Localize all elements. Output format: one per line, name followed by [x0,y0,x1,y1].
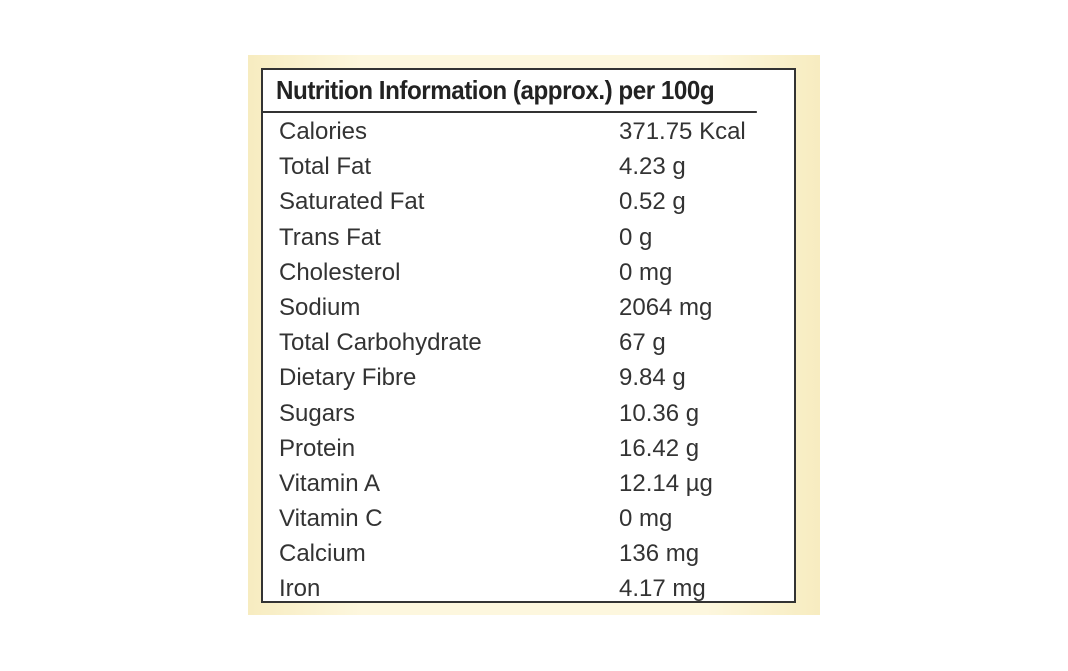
table-row: Saturated Fat 0.52 g [263,184,794,219]
nutrient-name: Total Fat [279,153,372,181]
nutrient-name: Total Carbohydrate [279,329,482,357]
nutrient-value: 0 mg [619,505,673,533]
nutrient-name: Trans Fat [279,223,381,251]
nutrient-name: Vitamin C [279,505,383,533]
nutrient-name: Dietary Fibre [279,364,417,392]
nutrient-name: Sodium [279,293,361,321]
nutrient-name: Cholesterol [279,258,401,286]
table-row: Calories 371.75 Kcal [263,114,794,149]
nutrient-value: 12.14 µg [619,469,713,497]
table-row: Sugars 10.36 g [263,396,794,431]
nutrient-value: 4.23 g [619,153,686,181]
table-row: Total Fat 4.23 g [263,149,794,184]
nutrient-value: 0 mg [619,258,673,286]
table-row: Protein 16.42 g [263,431,794,466]
nutrient-name: Iron [279,575,321,603]
nutrient-value: 10.36 g [619,399,700,427]
nutrient-name: Calcium [279,540,366,568]
nutrient-name: Saturated Fat [279,188,425,216]
nutrient-name: Protein [279,434,356,462]
nutrient-value: 9.84 g [619,364,686,392]
table-row: Dietary Fibre 9.84 g [263,360,794,395]
nutrient-value: 371.75 Kcal [619,118,746,145]
table-row: Sodium 2064 mg [263,290,794,325]
table-row: Cholesterol 0 mg [263,255,794,290]
table-body: Calories 371.75 Kcal Total Fat 4.23 g Satura… [263,113,794,607]
table-row: Calcium 136 mg [263,536,794,571]
nutrient-value: 67 g [619,329,666,357]
table-row: Iron 4.17 mg [263,571,794,606]
nutrient-name: Sugars [279,399,356,427]
table-row: Total Carbohydrate 67 g [263,325,794,360]
table-row: Vitamin A 12.14 µg [263,466,794,501]
nutrition-table: Nutrition Information (approx.) per 100g… [261,68,796,603]
table-row: Trans Fat 0 g [263,220,794,255]
nutrient-name: Vitamin A [279,469,380,497]
nutrient-value: 4.17 mg [619,575,706,603]
nutrient-name: Calories [279,118,368,145]
nutrient-value: 0.52 g [619,188,686,216]
nutrient-value: 136 mg [619,540,700,568]
nutrient-value: 2064 mg [619,293,713,321]
table-row: Vitamin C 0 mg [263,501,794,536]
table-title: Nutrition Information (approx.) per 100g [263,70,757,113]
nutrient-value: 0 g [619,223,653,251]
nutrient-value: 16.42 g [619,434,700,462]
